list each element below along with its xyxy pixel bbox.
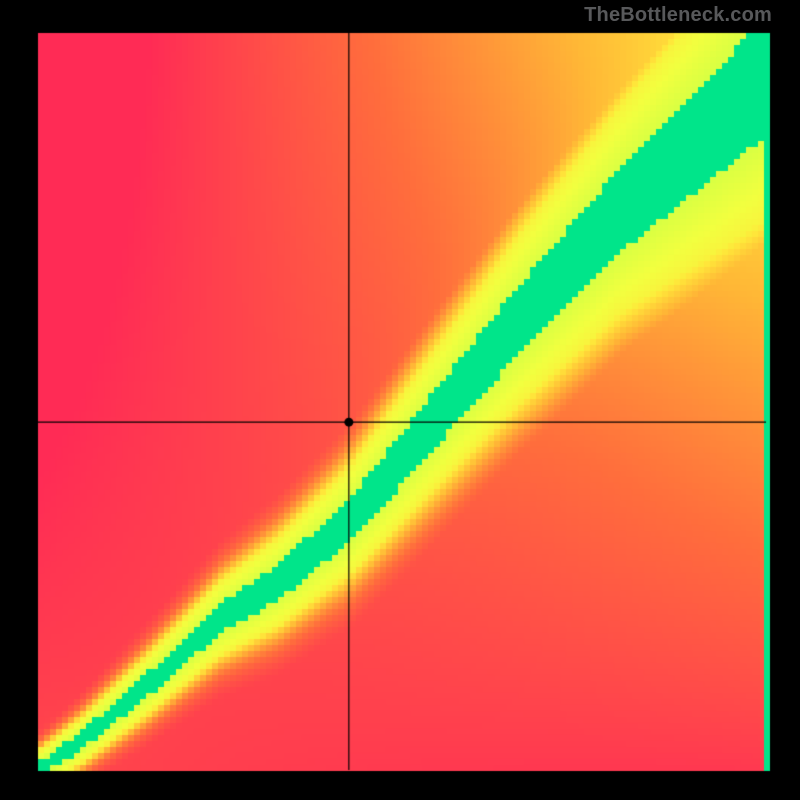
figure-frame: TheBottleneck.com bbox=[0, 0, 800, 800]
bottleneck-heatmap-canvas bbox=[0, 0, 800, 800]
watermark-text: TheBottleneck.com bbox=[584, 4, 772, 27]
